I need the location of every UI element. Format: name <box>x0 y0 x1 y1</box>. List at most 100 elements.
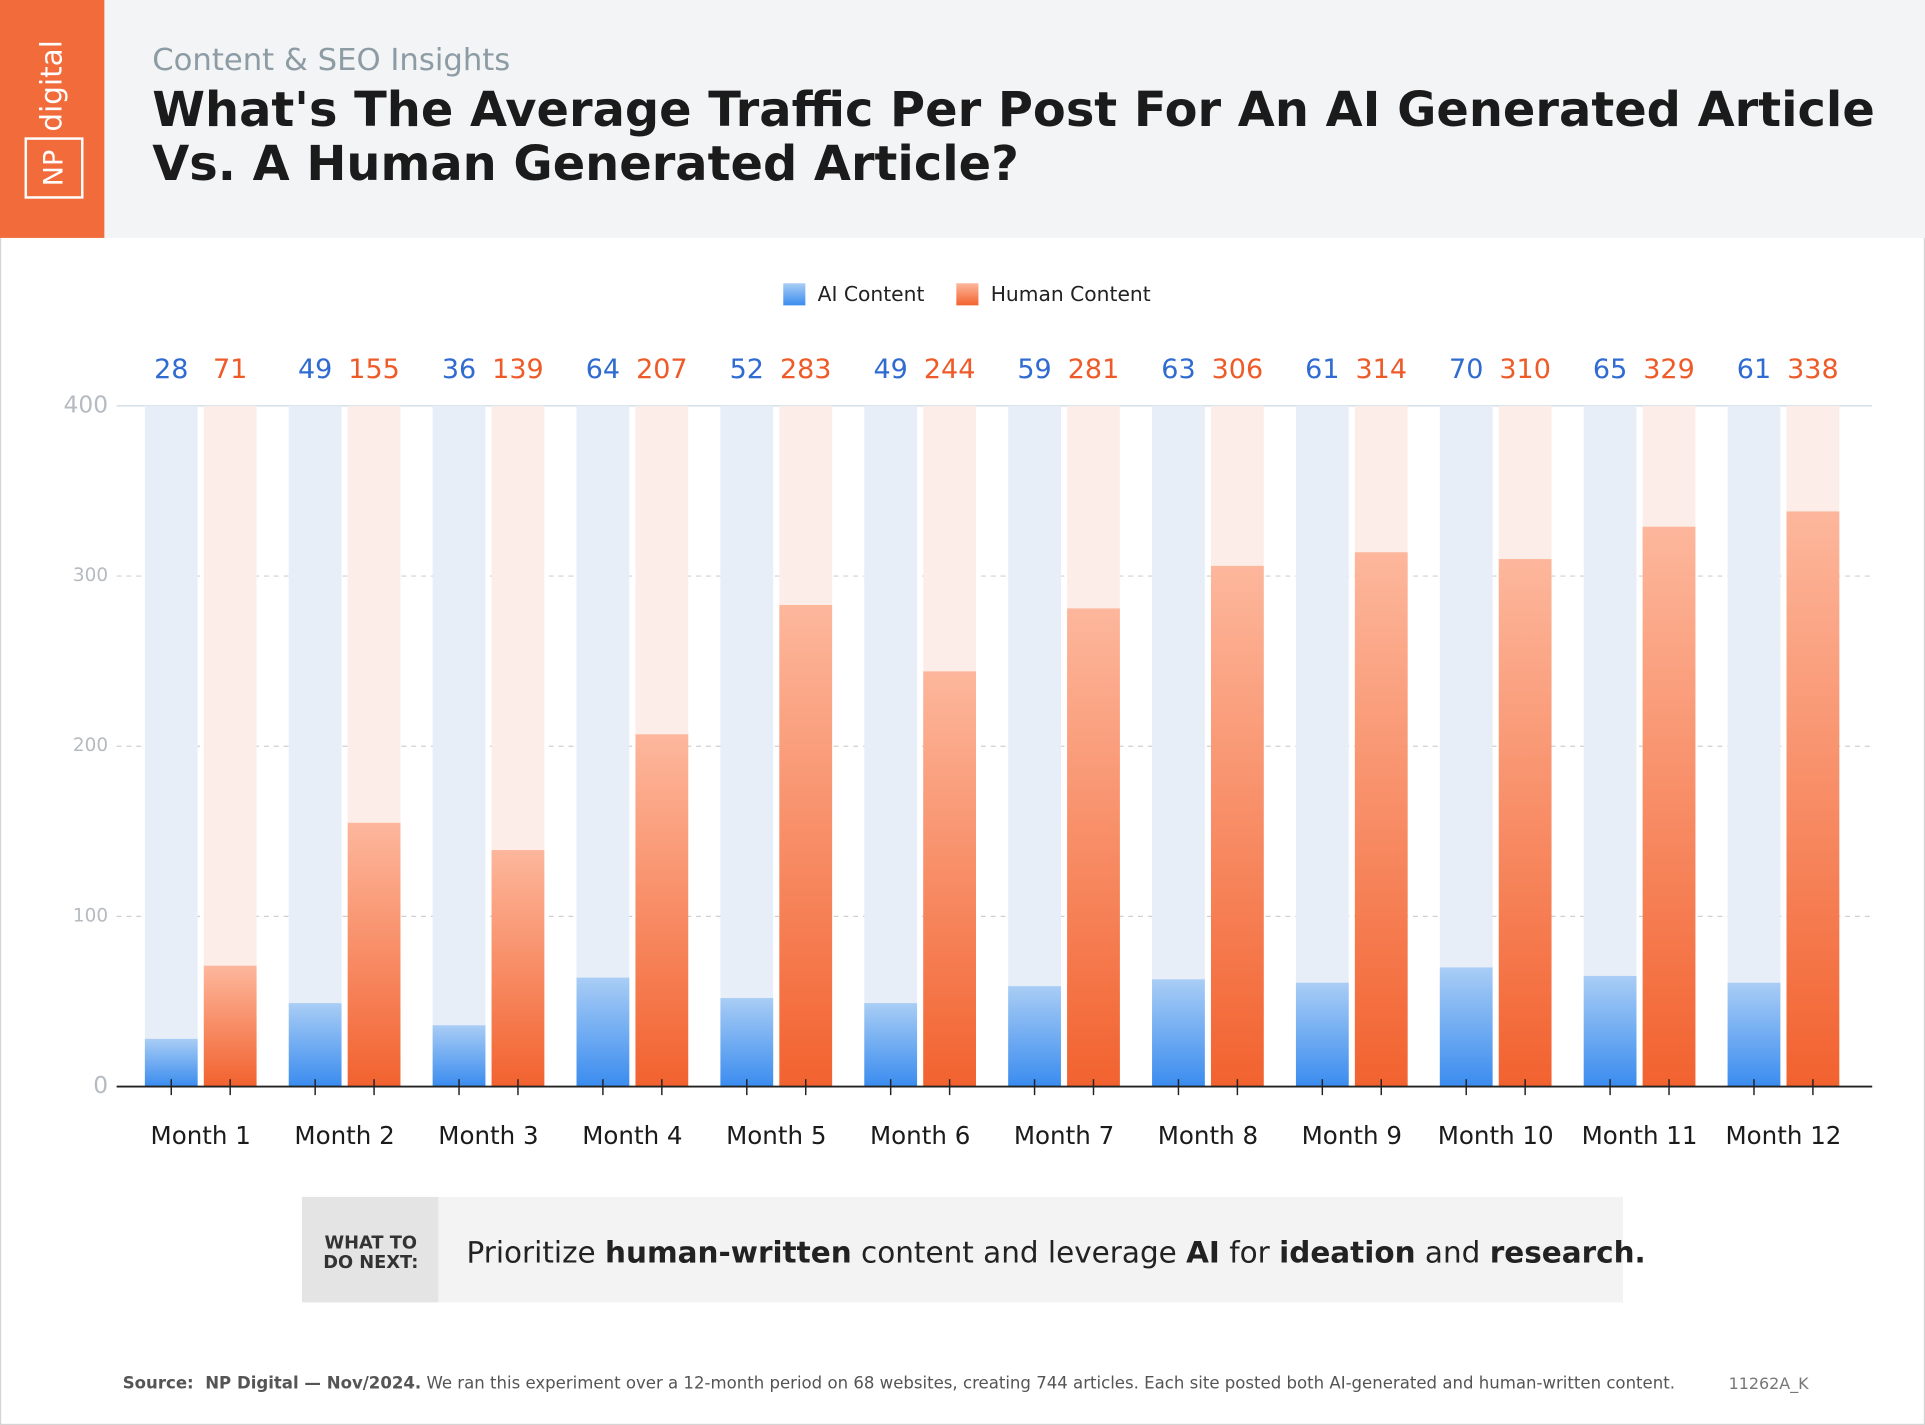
takeaway-run: AI <box>1186 1235 1220 1269</box>
y-tick-label: 0 <box>93 1072 108 1099</box>
bar-track <box>1152 405 1205 1087</box>
x-tick-label: Month 11 <box>1582 1121 1698 1150</box>
bar-track <box>1727 405 1781 1087</box>
bar <box>491 850 545 1087</box>
takeaway-run: ideation <box>1279 1235 1415 1269</box>
legend-label: AI Content <box>818 282 925 306</box>
bar-track <box>1008 405 1061 1087</box>
source: Source: NP Digital — Nov/2024. We ran th… <box>123 1373 1675 1392</box>
x-tick-label: Month 6 <box>870 1121 970 1150</box>
takeaway-box <box>302 1196 1623 1303</box>
bar <box>432 1025 486 1087</box>
header-band <box>0 0 1925 238</box>
value-label: 329 <box>1643 354 1695 385</box>
bar <box>864 1003 918 1087</box>
kicker: Content & SEO Insights <box>152 43 510 78</box>
value-label: 139 <box>492 354 544 385</box>
takeaway-run: human-written <box>605 1235 852 1269</box>
bar <box>1727 982 1781 1087</box>
value-label: 155 <box>348 354 400 385</box>
bar <box>144 1038 198 1087</box>
value-label: 207 <box>636 354 688 385</box>
value-label: 61 <box>1305 354 1339 385</box>
bar <box>1067 608 1120 1087</box>
value-label: 61 <box>1737 354 1771 385</box>
legend-label: Human Content <box>991 282 1151 306</box>
bar <box>1210 565 1264 1087</box>
bar-track <box>864 405 918 1087</box>
bar-track <box>144 405 198 1087</box>
x-tick-label: Month 5 <box>726 1121 826 1150</box>
bar-track <box>432 405 486 1087</box>
x-tick-label: Month 9 <box>1302 1121 1402 1150</box>
bar <box>720 998 774 1087</box>
value-label: 338 <box>1787 354 1839 385</box>
bar <box>1642 526 1696 1087</box>
bar <box>288 1003 342 1087</box>
chart-title: Vs. A Human Generated Article? <box>152 137 1019 192</box>
value-label: 28 <box>154 354 188 385</box>
bar <box>923 671 977 1087</box>
source-run: Source: NP Digital — Nov/2024. <box>123 1373 421 1392</box>
y-tick-label: 400 <box>64 391 108 418</box>
bar <box>576 977 630 1087</box>
bar <box>1786 511 1840 1087</box>
value-label: 283 <box>780 354 832 385</box>
bar <box>635 734 689 1087</box>
takeaway-run: and <box>1416 1235 1490 1269</box>
bar-track <box>576 405 630 1087</box>
y-tick-label: 200 <box>73 735 108 756</box>
bar <box>347 822 401 1087</box>
bar-track <box>1583 405 1637 1087</box>
x-tick-label: Month 12 <box>1725 1121 1841 1150</box>
figure-code: 11262A_K <box>1729 1374 1810 1394</box>
value-label: 64 <box>586 354 620 385</box>
logo-mark: NP <box>39 150 70 186</box>
bar-track <box>1295 405 1349 1087</box>
value-label: 52 <box>730 354 764 385</box>
y-tick-label: 100 <box>73 905 108 926</box>
bar <box>1008 986 1061 1087</box>
bar <box>779 604 833 1087</box>
takeaway-label-box <box>302 1196 439 1303</box>
x-tick-label: Month 3 <box>438 1121 538 1150</box>
x-tick-label: Month 10 <box>1438 1121 1554 1150</box>
logo-box <box>24 137 84 199</box>
value-label: 306 <box>1212 354 1264 385</box>
bar <box>1439 967 1493 1087</box>
x-tick-label: Month 8 <box>1158 1121 1258 1150</box>
source-run: We ran this experiment over a 12-month p… <box>421 1373 1675 1392</box>
value-label: 59 <box>1017 354 1051 385</box>
value-label: 49 <box>298 354 332 385</box>
takeaway-run: for <box>1220 1235 1279 1269</box>
x-tick-label: Month 2 <box>294 1121 394 1150</box>
value-label: 65 <box>1593 354 1627 385</box>
logo-word: digital <box>34 40 68 131</box>
x-tick-label: Month 7 <box>1014 1121 1114 1150</box>
takeaway-run: research. <box>1490 1235 1646 1269</box>
bar <box>1152 979 1205 1087</box>
x-tick-label: Month 1 <box>151 1121 251 1150</box>
value-label: 244 <box>924 354 976 385</box>
legend-swatch <box>783 283 806 306</box>
value-label: 63 <box>1161 354 1195 385</box>
bar <box>203 965 257 1087</box>
takeaway-run: Prioritize <box>467 1235 606 1269</box>
value-label: 314 <box>1355 354 1407 385</box>
takeaway-label: WHAT TO <box>325 1233 418 1254</box>
value-label: 310 <box>1499 354 1551 385</box>
takeaway-run: content and leverage <box>852 1235 1186 1269</box>
bar <box>1583 975 1637 1087</box>
value-label: 36 <box>442 354 476 385</box>
value-label: 70 <box>1449 354 1483 385</box>
bar <box>1498 559 1552 1087</box>
takeaway-text: Prioritize human-written content and lev… <box>467 1235 1646 1269</box>
bar <box>1354 552 1408 1087</box>
bar <box>1295 982 1349 1087</box>
legend-swatch <box>956 283 979 306</box>
bar-track <box>288 405 342 1087</box>
value-label: 71 <box>213 354 247 385</box>
value-label: 49 <box>873 354 907 385</box>
y-tick-label: 300 <box>73 565 108 586</box>
